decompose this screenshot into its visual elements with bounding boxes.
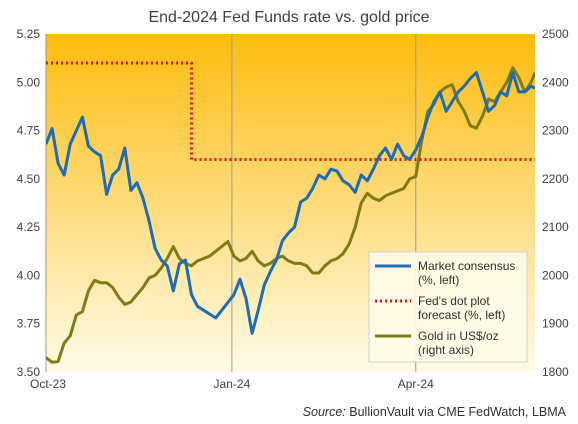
legend-label: forecast (%, left)	[418, 308, 505, 322]
x-axis-ticks: Oct-23 Jan-24 Apr-24	[30, 377, 434, 391]
right-axis-ticks: 1800 1900 2000 2100 2200 2300 2400 2500	[542, 27, 569, 379]
x-axis-tick-label: Apr-24	[398, 377, 434, 391]
legend-box	[368, 251, 528, 363]
left-axis-tick-label: 4.50	[17, 172, 41, 186]
left-axis-tick-label: 3.75	[17, 317, 41, 331]
x-axis-tick-label: Oct-23	[30, 377, 66, 391]
source-text: BullionVault via CME FedWatch, LBMA	[349, 405, 566, 419]
legend-label: Market consensus	[418, 259, 515, 273]
right-axis-tick-label: 1900	[542, 317, 569, 331]
market-consensus-line	[46, 71, 535, 335]
right-axis-tick-label: 2400	[542, 75, 569, 89]
right-axis-tick-label: 2200	[542, 172, 569, 186]
left-axis-tick-label: 3.50	[17, 365, 41, 379]
x-axis-tick-label: Jan-24	[214, 377, 251, 391]
source-label: Source:	[303, 405, 346, 419]
left-axis-tick-label: 4.00	[17, 268, 41, 282]
right-axis-tick-label: 2100	[542, 220, 569, 234]
left-axis-tick-label: 5.00	[17, 75, 41, 89]
legend-label: Gold in US$/oz	[418, 329, 499, 343]
source-note: Source: BullionVault via CME FedWatch, L…	[303, 405, 567, 419]
gold-price-line	[46, 66, 535, 364]
right-axis-tick-label: 2000	[542, 268, 569, 282]
legend-label: (right axis)	[418, 343, 474, 357]
right-axis-tick-label: 1800	[542, 365, 569, 379]
left-axis-tick-label: 4.25	[17, 220, 41, 234]
legend-label: Fed's dot plot	[418, 294, 490, 308]
legend: Market consensus(%, left) Fed's dot plotf…	[368, 251, 528, 363]
left-axis-tick-label: 4.75	[17, 124, 41, 138]
right-axis-tick-label: 2500	[542, 27, 569, 41]
left-axis-ticks: 3.50 3.75 4.00 4.25 4.50 4.75 5.00 5.25	[17, 27, 41, 379]
legend-label: (%, left)	[418, 273, 459, 287]
chart-title: End-2024 Fed Funds rate vs. gold price	[148, 9, 429, 26]
left-axis-tick-label: 5.25	[17, 27, 41, 41]
right-axis-tick-label: 2300	[542, 124, 569, 138]
series-layer	[46, 61, 535, 364]
